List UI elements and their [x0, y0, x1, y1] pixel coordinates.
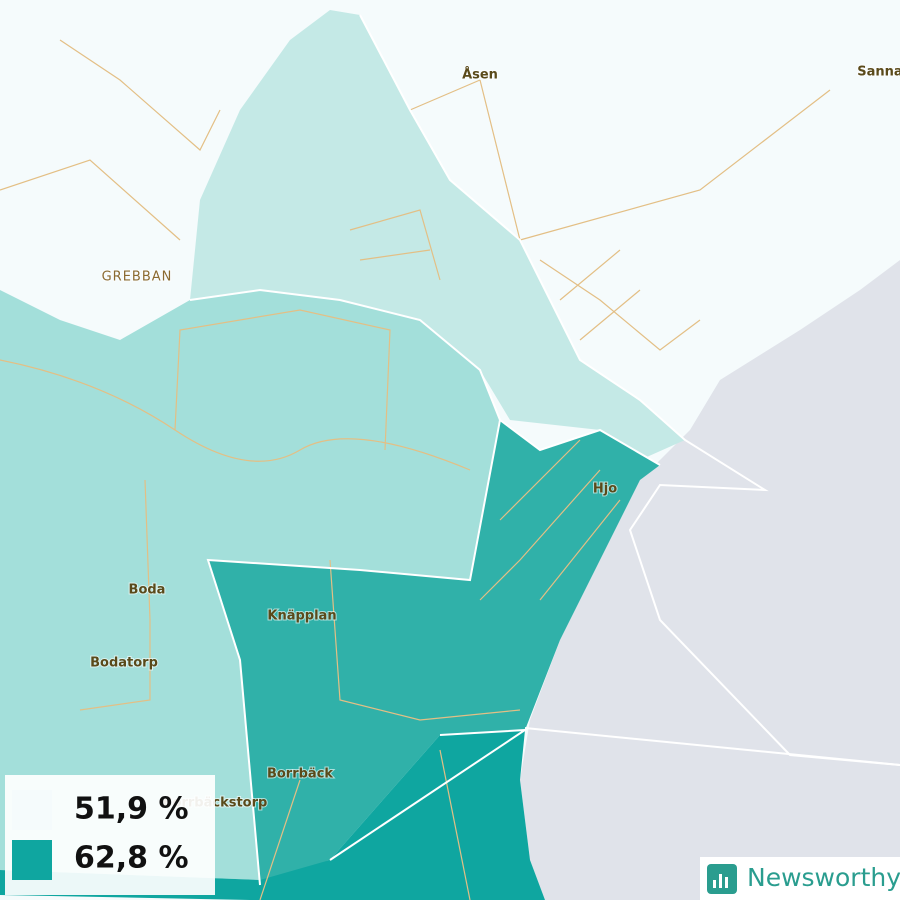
- place-label: Åsen: [462, 67, 498, 83]
- brand-icon-bar: [725, 877, 728, 888]
- place-label: Sanna: [857, 65, 900, 80]
- region-light: [190, 10, 685, 460]
- place-label: Bodatorp: [90, 656, 158, 671]
- place-label: Knäpplan: [267, 609, 336, 624]
- region-teal: [208, 420, 660, 885]
- brand-icon-bar: [719, 874, 722, 888]
- legend-swatch: [12, 790, 52, 830]
- place-label: Boda: [129, 583, 166, 598]
- legend-swatch: [12, 840, 52, 880]
- lake: [520, 260, 900, 900]
- brand[interactable]: Newsworthy: [700, 857, 900, 900]
- legend: 51,9 % 62,8 %: [5, 775, 215, 895]
- borders: [189, 14, 900, 886]
- brand-name: Newsworthy: [747, 863, 900, 892]
- place-label: Hjo: [593, 482, 617, 497]
- roads: [0, 39, 831, 900]
- place-label: Borrbäck: [267, 767, 333, 782]
- region-medium: [0, 290, 500, 880]
- legend-label: 51,9 %: [74, 792, 189, 827]
- region-dark: [0, 730, 545, 900]
- place-label: GREBBAN: [102, 270, 173, 285]
- brand-icon-bar: [713, 880, 716, 888]
- legend-label: 62,8 %: [74, 841, 189, 876]
